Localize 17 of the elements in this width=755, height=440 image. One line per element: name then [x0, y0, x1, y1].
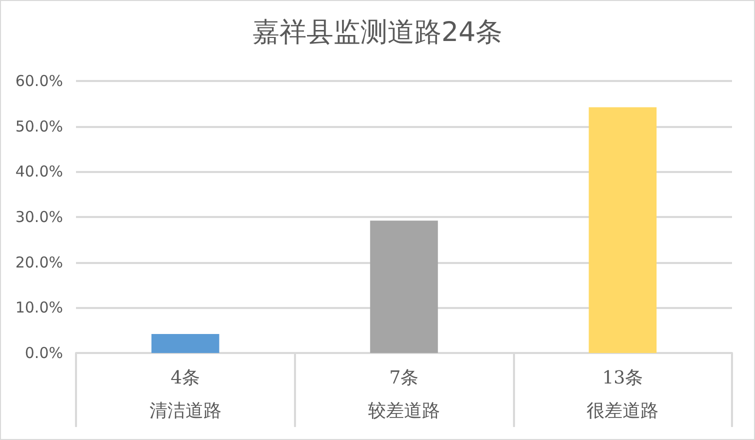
x-tick-label: 清洁道路	[149, 400, 222, 422]
y-tick-label: 60.0%	[15, 72, 63, 90]
x-tick-label: 较差道路	[368, 400, 440, 422]
y-tick-label: 20.0%	[15, 253, 63, 272]
bar	[370, 220, 438, 353]
text: 13条	[602, 368, 644, 388]
bar	[588, 107, 657, 353]
chart-title: 嘉祥县监测道路24条	[252, 17, 503, 48]
y-tick-label: 10.0%	[15, 298, 63, 317]
text: 4条	[170, 368, 200, 388]
y-tick-label: 40.0%	[15, 162, 63, 181]
bar	[151, 334, 220, 353]
y-tick-label: 50.0%	[15, 117, 63, 136]
x-tick-label: 很差道路	[586, 400, 659, 422]
y-tick-label: 0.0%	[24, 344, 63, 362]
text: 7条	[389, 368, 419, 388]
y-tick-label: 30.0%	[15, 208, 63, 226]
